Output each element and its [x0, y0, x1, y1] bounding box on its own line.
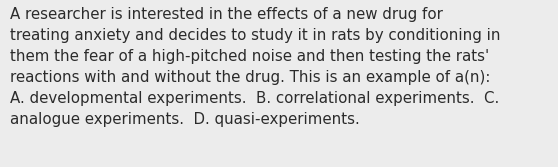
- Text: A researcher is interested in the effects of a new drug for
treating anxiety and: A researcher is interested in the effect…: [10, 7, 501, 127]
